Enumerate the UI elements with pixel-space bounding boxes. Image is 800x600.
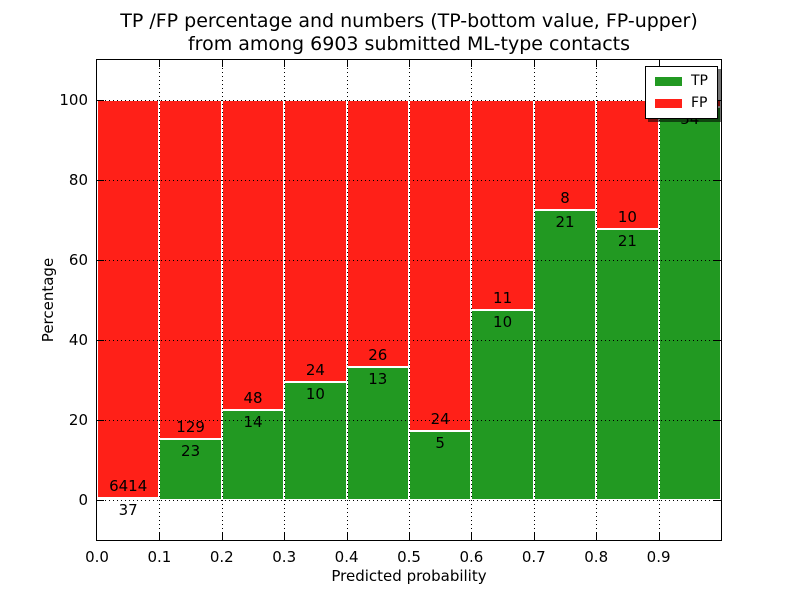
x-tick-label: 0.8 bbox=[584, 548, 609, 566]
bar-segment-fp bbox=[471, 100, 534, 310]
bar-segment-fp bbox=[97, 100, 160, 498]
fp-count-label: 11 bbox=[493, 288, 513, 307]
fp-count-label: 10 bbox=[617, 208, 637, 227]
bar-segment-tp bbox=[97, 497, 160, 500]
x-tick-label: 0.3 bbox=[272, 548, 297, 566]
legend: TP FP bbox=[645, 66, 718, 119]
tp-count-label: 21 bbox=[617, 232, 637, 251]
chart-title-line2: from among 6903 submitted ML-type contac… bbox=[187, 33, 631, 55]
y-tick-label: 60 bbox=[68, 251, 88, 269]
x-tick-mark bbox=[346, 60, 348, 67]
tp-count-label: 13 bbox=[368, 369, 388, 388]
fp-count-label: 48 bbox=[243, 388, 263, 407]
fp-count-label: 24 bbox=[430, 410, 450, 429]
bar-segment-tp bbox=[346, 366, 409, 500]
fp-count-label: 6414 bbox=[109, 476, 148, 495]
bar-segment-fp bbox=[221, 100, 285, 410]
legend-entry: TP bbox=[655, 74, 708, 89]
tp-legend-swatch bbox=[655, 77, 682, 86]
tp-count-label: 37 bbox=[118, 500, 138, 519]
x-tick-label: 0.6 bbox=[459, 548, 484, 566]
tp-count-label: 23 bbox=[181, 442, 201, 461]
fp-count-label: 8 bbox=[560, 189, 570, 208]
x-tick-mark bbox=[533, 60, 535, 67]
legend-label: FP bbox=[691, 95, 708, 111]
bar-segment-tp bbox=[658, 107, 721, 500]
chart-title-line1: TP /FP percentage and numbers (TP-bottom… bbox=[120, 10, 698, 32]
x-tick-mark bbox=[409, 60, 410, 67]
fp-legend-swatch bbox=[655, 99, 682, 108]
bar-segment-fp bbox=[346, 100, 409, 367]
fp-count-label: 24 bbox=[305, 361, 325, 380]
x-tick-label: 0.9 bbox=[646, 548, 671, 566]
x-tick-mark bbox=[658, 533, 660, 540]
bar-segment-tp bbox=[596, 229, 659, 500]
x-tick-mark bbox=[284, 533, 286, 540]
y-tick-label: 20 bbox=[68, 411, 88, 429]
x-tick-mark bbox=[409, 533, 410, 540]
y-axis-label: Percentage bbox=[39, 257, 57, 343]
x-tick-mark bbox=[596, 533, 598, 540]
x-tick-mark bbox=[159, 533, 161, 540]
chart-title: TP /FP percentage and numbers (TP-bottom… bbox=[97, 10, 721, 56]
x-tick-label: 0.4 bbox=[334, 548, 359, 566]
tp-count-label: 21 bbox=[555, 213, 575, 232]
x-tick-mark bbox=[471, 533, 473, 540]
x-axis-label: Predicted probability bbox=[331, 567, 487, 585]
bar-segment-fp bbox=[284, 100, 347, 383]
x-tick-label: 0.1 bbox=[147, 548, 172, 566]
fp-count-label: 26 bbox=[368, 345, 388, 364]
y-tick-mark bbox=[714, 500, 721, 501]
x-tick-label: 0.7 bbox=[521, 548, 546, 566]
legend-label: TP bbox=[691, 73, 708, 89]
tp-count-label: 5 bbox=[435, 434, 445, 453]
y-tick-label: 40 bbox=[68, 331, 88, 349]
x-tick-label: 0.5 bbox=[397, 548, 421, 566]
x-tick-label: 0.2 bbox=[209, 548, 234, 566]
bar-segment-fp bbox=[159, 100, 222, 440]
tp-count-label: 10 bbox=[305, 385, 325, 404]
x-tick-mark bbox=[159, 60, 161, 67]
tp-count-label: 14 bbox=[243, 412, 263, 431]
x-tick-mark bbox=[221, 533, 223, 540]
bar-segment-tp bbox=[533, 210, 597, 500]
x-tick-mark bbox=[284, 60, 286, 67]
y-tick-label: 0 bbox=[78, 491, 88, 509]
plot-area: 6414 37 129 23 48 14 24 10 26 13 24 5 11 10 8 21 10 21 54 bbox=[96, 59, 722, 541]
x-tick-mark bbox=[533, 533, 535, 540]
x-tick-mark bbox=[346, 533, 348, 540]
bar-segment-tp bbox=[471, 309, 534, 500]
bar-segment-tp bbox=[284, 382, 347, 500]
x-tick-mark bbox=[221, 60, 223, 67]
gridline-horizontal bbox=[97, 500, 721, 501]
x-tick-label: 0.0 bbox=[85, 548, 109, 566]
x-tick-mark bbox=[596, 60, 598, 67]
tp-count-label: 10 bbox=[493, 312, 513, 331]
y-tick-label: 80 bbox=[68, 171, 88, 189]
y-tick-mark bbox=[97, 500, 104, 501]
fp-count-label: 129 bbox=[176, 418, 205, 437]
bar-segment-fp bbox=[409, 100, 472, 432]
legend-entry: FP bbox=[655, 96, 708, 111]
y-tick-label: 100 bbox=[59, 91, 88, 109]
x-tick-mark bbox=[471, 60, 473, 67]
